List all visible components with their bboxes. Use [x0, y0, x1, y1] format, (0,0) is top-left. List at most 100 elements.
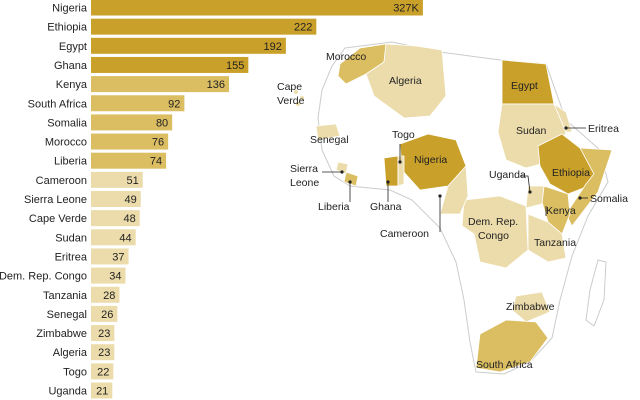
value-label-uganda: 21 [96, 386, 108, 398]
map-label-uganda: Uganda [489, 169, 526, 181]
map-label-south-africa: South Africa [476, 359, 533, 371]
country-zimbabwe [511, 291, 551, 323]
map-label-morocco: Morocco [326, 51, 366, 63]
country-somalia [565, 147, 613, 227]
map-label-algeria: Algeria [389, 75, 422, 87]
leader-dot [438, 194, 442, 198]
value-label-ghana: 155 [226, 60, 244, 72]
bar-sierra-leone [91, 191, 141, 207]
value-label-egypt: 192 [264, 41, 282, 53]
leader-dot [386, 180, 390, 184]
bar-egypt [91, 37, 286, 54]
bar-nigeria [91, 0, 423, 16]
value-label-senegal: 26 [101, 309, 113, 321]
country-ghana [383, 155, 399, 187]
bar-sudan [91, 229, 136, 246]
bar-senegal [91, 305, 118, 322]
value-label-somalia: 80 [156, 117, 168, 129]
map-label-zimbabwe: Zimbabwe [506, 301, 555, 313]
bar-dem-rep-congo [91, 267, 126, 284]
country-dem-rep-congo [461, 195, 529, 269]
bar-togo [91, 363, 114, 380]
map-label-dem-rep-congo: Dem. Rep. Congo [468, 216, 518, 242]
category-label-sierra-leone: Sierra Leone [24, 194, 87, 206]
category-label-senegal: Senegal [47, 309, 87, 321]
country-sierra-leone [335, 161, 349, 175]
leader-line-uganda [520, 175, 531, 193]
bar-cape-verde [91, 210, 140, 227]
map-label-eritrea: Eritrea [588, 123, 619, 135]
map-label-cape-verde: Cape Verde [277, 81, 305, 107]
category-label-egypt: Egypt [59, 41, 87, 53]
category-label-togo: Togo [63, 366, 87, 378]
category-label-sudan: Sudan [55, 232, 87, 244]
map-label-nigeria: Nigeria [414, 154, 447, 166]
value-label-south-africa: 92 [168, 98, 180, 110]
country-liberia [343, 171, 359, 187]
leader-dot [528, 190, 532, 194]
category-label-dem-rep-congo: Dem. Rep. Congo [0, 271, 87, 283]
bar-zimbabwe [91, 325, 115, 342]
value-label-tanzania: 28 [103, 290, 115, 302]
map-label-cameroon: Cameroon [380, 228, 429, 240]
value-label-sierra-leone: 49 [124, 194, 136, 206]
leader-dot [564, 126, 568, 130]
value-label-zimbabwe: 23 [98, 328, 110, 340]
map-labels: Morocco Algeria Egypt Cape Verde Eritrea Sudan… [277, 51, 628, 371]
leader-dot [348, 180, 352, 184]
value-label-ethiopia: 222 [294, 22, 312, 34]
bar-kenya [91, 76, 230, 93]
category-label-algeria: Algeria [53, 347, 88, 359]
category-label-morocco: Morocco [45, 137, 87, 149]
bar-algeria [91, 344, 115, 361]
map-label-ethiopia: Ethiopia [552, 167, 590, 179]
map-label-egypt: Egypt [511, 80, 538, 92]
cape-verde-shape [296, 102, 300, 106]
bar-cameroon [91, 171, 143, 188]
bar-tanzania [91, 286, 120, 303]
category-label-zimbabwe: Zimbabwe [36, 328, 87, 340]
leader-dot [578, 196, 582, 200]
bar-south-africa [91, 95, 185, 112]
map-label-tanzania: Tanzania [534, 237, 576, 249]
value-label-nigeria: 327K [393, 3, 419, 15]
country-algeria [365, 43, 447, 119]
bar-uganda [91, 382, 113, 399]
map-label-sudan: Sudan [516, 125, 547, 137]
value-label-eritrea: 37 [112, 251, 124, 263]
category-label-kenya: Kenya [56, 79, 88, 91]
category-label-ethiopia: Ethiopia [47, 22, 88, 34]
bar-liberia [91, 152, 167, 169]
cape-verde-shape [300, 96, 304, 100]
map-label-sierra-leone: Sierra Leone [290, 163, 319, 189]
bar-ghana [91, 56, 249, 73]
leader-dot [340, 170, 344, 174]
value-label-liberia: 74 [150, 156, 162, 168]
map-label-liberia: Liberia [318, 201, 350, 213]
category-label-cameroon: Cameroon [36, 175, 87, 187]
map-label-togo: Togo [392, 129, 415, 141]
category-label-eritrea: Eritrea [55, 251, 88, 263]
map-label-somalia: Somalia [590, 193, 628, 205]
category-label-cape-verde: Cape Verde [29, 213, 87, 225]
country-eritrea [553, 102, 573, 133]
category-label-somalia: Somalia [47, 117, 88, 129]
map-label-ghana: Ghana [370, 201, 402, 213]
africa-map [294, 41, 613, 375]
leader-dot [398, 160, 402, 164]
bar-ethiopia [91, 18, 317, 35]
value-label-dem-rep-congo: 34 [109, 271, 121, 283]
country-senegal [315, 123, 341, 141]
value-label-morocco: 76 [152, 137, 164, 149]
category-label-ghana: Ghana [54, 60, 88, 72]
value-label-togo: 22 [97, 366, 109, 378]
country-togo [397, 155, 405, 187]
value-label-cape-verde: 48 [123, 213, 135, 225]
country-cameroon [439, 165, 469, 215]
map-label-senegal: Senegal [310, 134, 349, 146]
bar-morocco [91, 133, 169, 150]
map-label-kenya: Kenya [546, 205, 576, 217]
value-label-sudan: 44 [119, 232, 131, 244]
category-label-uganda: Uganda [48, 386, 87, 398]
